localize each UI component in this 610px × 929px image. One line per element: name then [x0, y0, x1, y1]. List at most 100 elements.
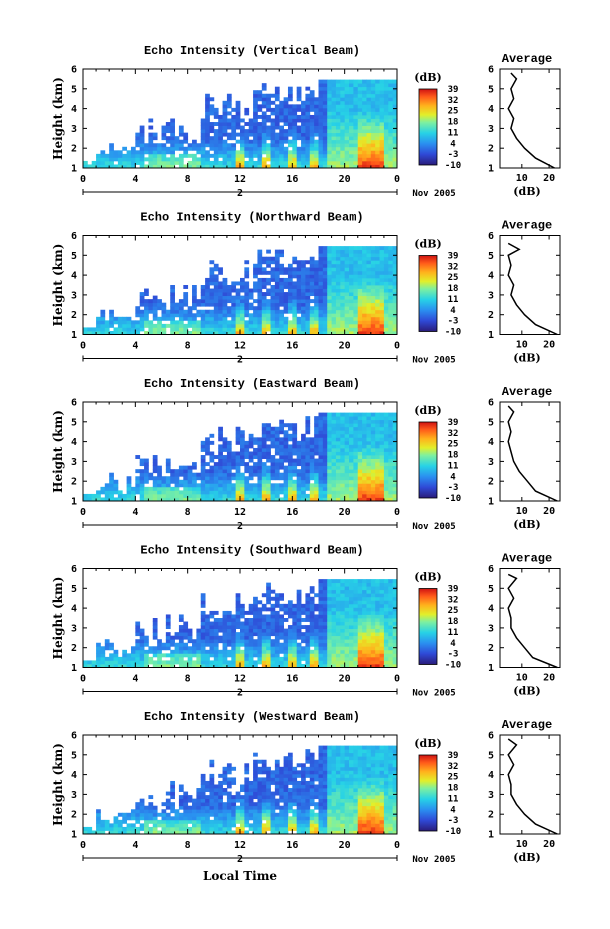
heatmap-cell	[301, 486, 306, 491]
heatmap-cell	[301, 465, 306, 470]
heatmap-cell	[178, 660, 184, 665]
heatmap-cell	[353, 150, 359, 155]
heatmap-cell	[370, 423, 376, 428]
heatmap-cell	[165, 642, 171, 647]
heatmap-cell	[344, 649, 350, 654]
heatmap-cell	[130, 823, 136, 828]
heatmap-cell	[178, 320, 184, 325]
heatmap-cell	[340, 302, 346, 307]
heatmap-cell	[340, 309, 346, 314]
heatmap-cell	[218, 649, 223, 654]
heatmap-cell	[379, 111, 385, 116]
heatmap-cell	[331, 330, 337, 335]
heatmap-cell	[309, 160, 315, 165]
heatmap-cell	[283, 628, 289, 633]
heatmap-cell	[318, 635, 324, 640]
heatmap-cell	[240, 327, 245, 332]
heatmap-cell	[87, 493, 93, 498]
heatmap-cell	[209, 469, 215, 474]
heatmap-cell	[379, 295, 385, 300]
heatmap-cell	[362, 433, 367, 438]
heatmap-cell	[379, 299, 385, 304]
heatmap-cell	[309, 143, 315, 148]
heatmap-cell	[340, 323, 346, 328]
heatmap-cell	[309, 437, 315, 442]
heatmap-cell	[261, 164, 267, 169]
heatmap-cell	[375, 493, 380, 498]
heatmap-cell	[375, 146, 380, 151]
heatmap-cell	[222, 469, 228, 474]
heatmap-cell	[161, 323, 167, 328]
heatmap-cell	[322, 440, 328, 445]
heatmap-cell	[388, 618, 394, 622]
heatmap-cell	[109, 157, 114, 162]
heatmap-cell	[344, 455, 350, 459]
average-title: Average	[502, 385, 552, 399]
heatmap-cell	[362, 472, 367, 477]
heatmap-cell	[383, 316, 389, 321]
heatmap-cell	[218, 150, 223, 155]
heatmap-cell	[370, 610, 376, 615]
heatmap-cell	[126, 323, 132, 328]
heatmap-cell	[205, 632, 210, 637]
heatmap-cell	[222, 107, 228, 112]
heatmap-cell	[170, 493, 175, 498]
heatmap-cell	[340, 288, 346, 293]
heatmap-cell	[178, 493, 184, 498]
heatmap-cell	[205, 93, 210, 98]
heatmap-cell	[205, 313, 210, 318]
heatmap-cell	[240, 497, 245, 502]
heatmap-cell	[235, 100, 241, 105]
heatmap-cell	[196, 483, 202, 488]
heatmap-cell	[335, 104, 341, 109]
heatmap-cell	[327, 288, 332, 293]
x-tick-label: 20	[339, 507, 351, 518]
colorbar-tick-label: 18	[448, 118, 459, 128]
heatmap-cell	[327, 277, 332, 282]
heatmap-cell	[366, 610, 372, 615]
heatmap-cell	[349, 462, 354, 467]
heatmap-cell	[144, 320, 149, 325]
heatmap-cell	[327, 586, 332, 591]
heatmap-cell	[305, 93, 311, 98]
heatmap-cell	[357, 423, 363, 428]
heatmap-cell	[279, 423, 285, 428]
heatmap-cell	[126, 160, 132, 165]
heatmap-cell	[235, 625, 241, 630]
heatmap-cell	[292, 493, 298, 498]
heatmap-cell	[375, 447, 380, 452]
heatmap-cell	[200, 309, 206, 314]
heatmap-cell	[287, 139, 293, 144]
heatmap-cell	[174, 493, 180, 498]
heatmap-cell	[139, 649, 145, 654]
heatmap-cell	[122, 826, 128, 831]
heatmap-cell	[257, 632, 263, 637]
heatmap-cell	[135, 157, 141, 162]
heatmap-cell	[388, 455, 394, 459]
heatmap-cell	[261, 479, 267, 484]
heatmap-cell	[370, 497, 376, 502]
heatmap-cell	[240, 610, 245, 615]
heatmap-cell	[296, 136, 302, 141]
heatmap-cell	[383, 302, 389, 307]
heatmap-cell	[126, 660, 132, 665]
heatmap-cell	[392, 628, 398, 633]
heatmap-cell	[383, 309, 389, 314]
heatmap-cell	[248, 632, 254, 637]
avg-x-tick-label: 10	[516, 340, 528, 351]
heatmap-cell	[213, 483, 219, 488]
heatmap-cell	[340, 125, 346, 130]
heatmap-cell	[218, 469, 223, 474]
heatmap-cell	[296, 635, 302, 640]
heatmap-cell	[322, 292, 328, 297]
heatmap-cell	[266, 309, 271, 314]
heatmap-cell	[388, 306, 394, 311]
heatmap-cell	[362, 660, 367, 665]
heatmap-cell	[222, 625, 228, 630]
heatmap-cell	[96, 160, 101, 165]
heatmap-cell	[318, 642, 324, 647]
heatmap-cell	[187, 313, 193, 318]
heatmap-cell	[148, 157, 154, 162]
heatmap-cell	[266, 316, 271, 321]
heatmap-cell	[292, 118, 298, 123]
